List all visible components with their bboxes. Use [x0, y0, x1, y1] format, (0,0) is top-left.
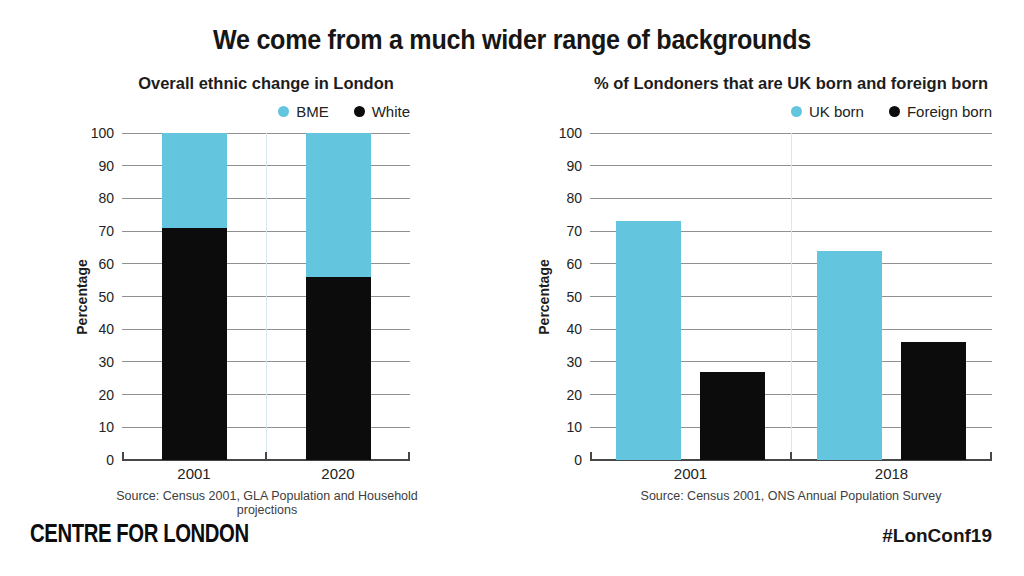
legend-swatch-foreign-born — [889, 106, 900, 117]
legend-label: UK born — [809, 103, 864, 120]
y-tick-label-60: 60 — [540, 255, 582, 273]
chart-uk-foreign-born: % of Londoners that are UK born and fore… — [0, 0, 1024, 576]
bar-uk-born-2018 — [817, 251, 882, 460]
y-tick-label-80: 80 — [540, 189, 582, 207]
legend: UK born Foreign born — [590, 102, 992, 120]
y-tick-label-20: 20 — [540, 386, 582, 404]
y-tick-label-100: 100 — [540, 124, 582, 142]
x-tick-label-2001: 2001 — [590, 465, 791, 482]
hashtag-label: #LonConf19 — [882, 525, 992, 547]
y-tick-label-50: 50 — [540, 288, 582, 306]
y-tick-label-30: 30 — [540, 353, 582, 371]
y-tick-label-40: 40 — [540, 320, 582, 338]
legend-item-uk-born: UK born — [791, 103, 864, 120]
chart-title: % of Londoners that are UK born and fore… — [586, 74, 995, 94]
legend-item-foreign-born: Foreign born — [889, 103, 992, 120]
y-tick-label-90: 90 — [540, 157, 582, 175]
x-axis-tick — [590, 452, 592, 459]
source-note: Source: Census 2001, ONS Annual Populati… — [590, 489, 992, 503]
category-divider — [791, 133, 792, 460]
centre-for-london-logo: CENTRE FOR LONDON — [30, 518, 249, 549]
legend-swatch-uk-born — [791, 106, 802, 117]
y-tick-label-0: 0 — [540, 451, 582, 469]
bar-foreign-born-2018 — [901, 342, 966, 460]
x-axis-tick — [790, 452, 792, 459]
y-tick-label-70: 70 — [540, 222, 582, 240]
plot-area: 20012018 — [590, 133, 992, 460]
x-tick-label-2018: 2018 — [791, 465, 992, 482]
legend-label: Foreign born — [907, 103, 992, 120]
x-axis-tick — [990, 452, 992, 459]
bar-uk-born-2001 — [616, 221, 681, 460]
bar-foreign-born-2001 — [700, 372, 765, 460]
slide: We come from a much wider range of backg… — [0, 0, 1024, 576]
y-tick-label-10: 10 — [540, 418, 582, 436]
